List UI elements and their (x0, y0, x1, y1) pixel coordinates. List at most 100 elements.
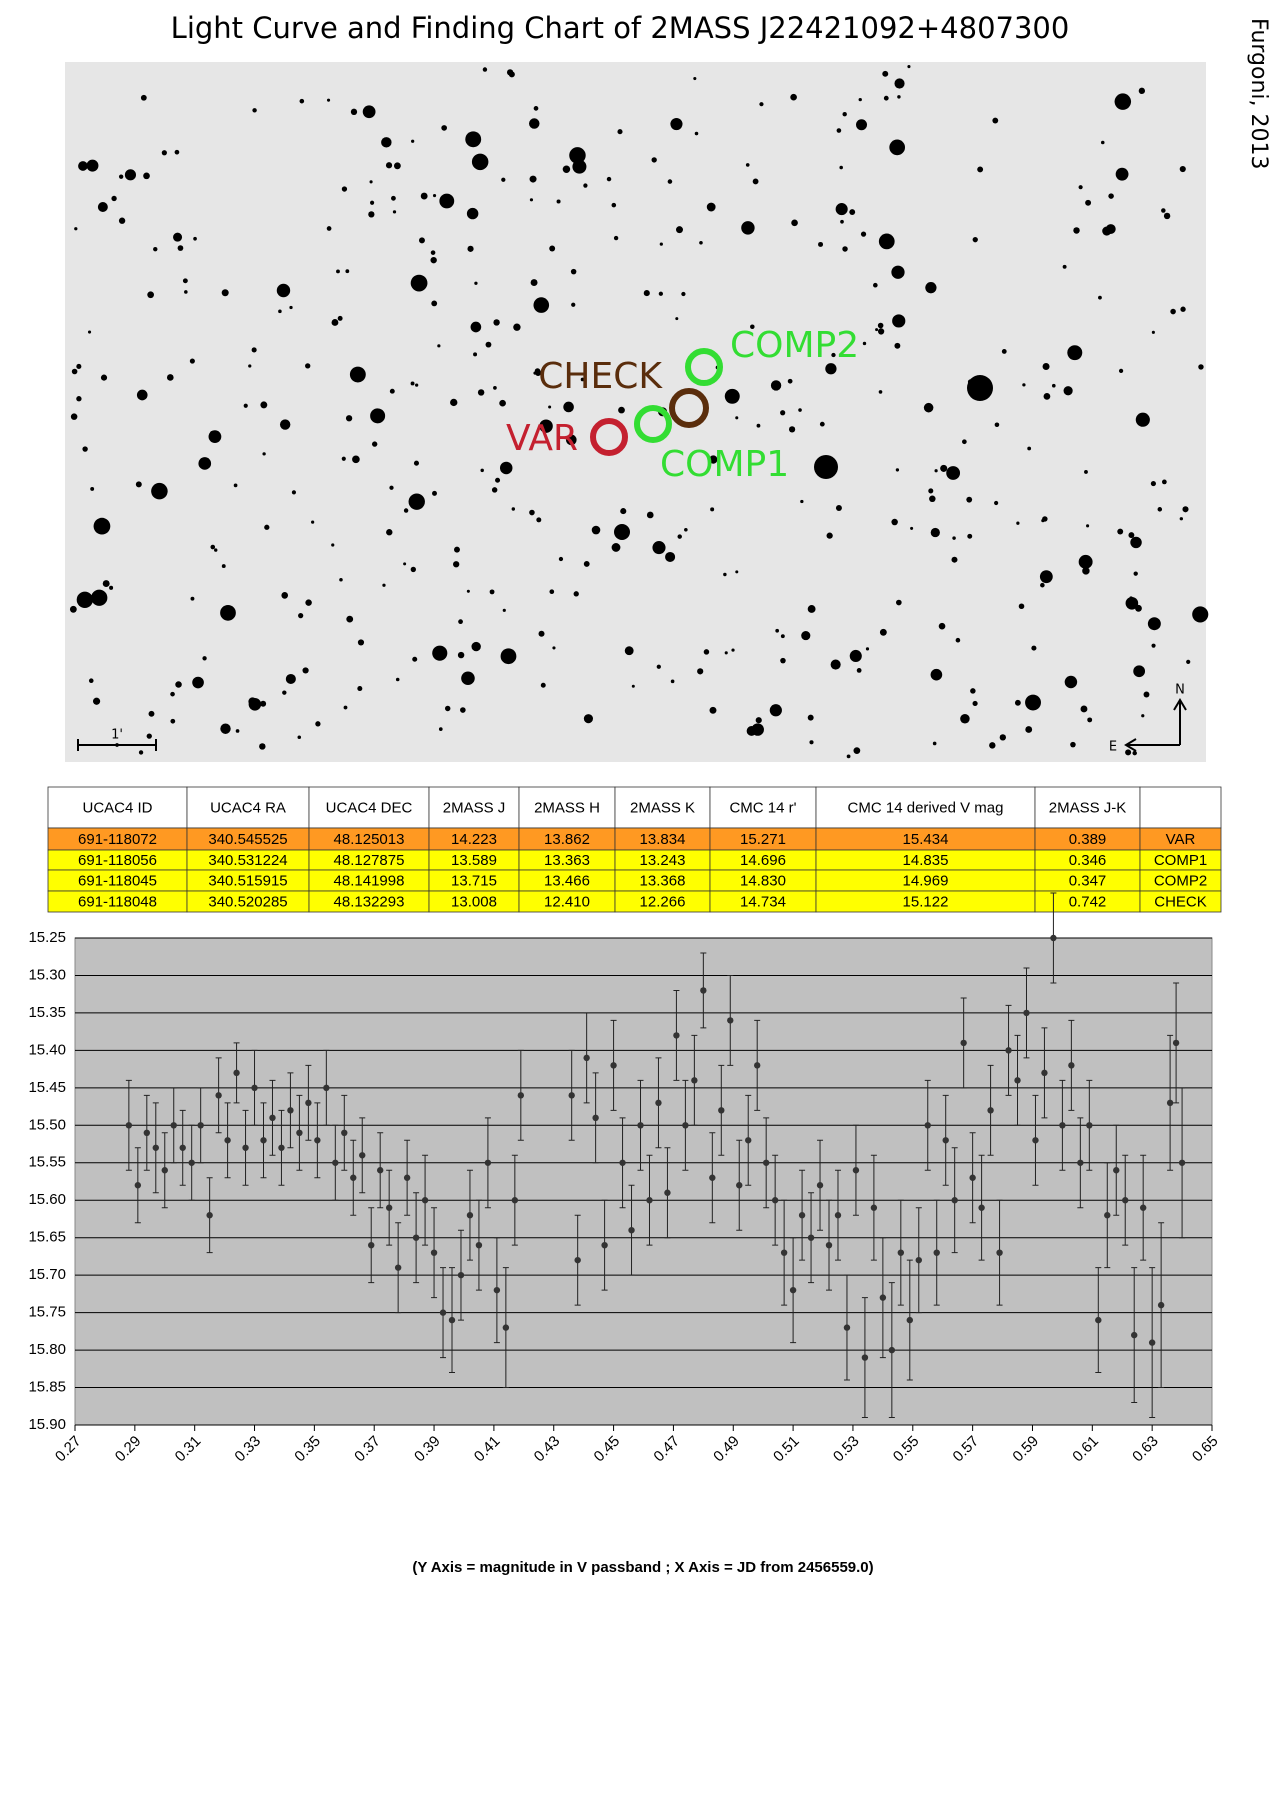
star (875, 328, 879, 332)
table-value: 48.141998 (334, 872, 405, 889)
y-tick-label: 15.50 (28, 1116, 66, 1133)
table-value: 15.271 (740, 831, 786, 848)
table-value: 13.363 (544, 852, 590, 869)
star (1125, 596, 1139, 610)
data-point (780, 1249, 788, 1256)
data-point (870, 1204, 878, 1211)
table-header: CMC 14 derived V mag (848, 799, 1004, 816)
data-point (1050, 934, 1057, 942)
star (562, 165, 571, 173)
star (298, 613, 304, 619)
table-value: 13.466 (544, 872, 590, 889)
star (252, 108, 257, 113)
star (994, 422, 1000, 428)
star (326, 226, 332, 231)
star (331, 319, 339, 326)
star (109, 585, 114, 590)
star (706, 202, 716, 212)
star (305, 363, 311, 369)
star (248, 364, 252, 368)
star (855, 119, 868, 131)
star (825, 363, 837, 375)
star (281, 592, 289, 599)
data-point (798, 1212, 806, 1219)
star (349, 366, 366, 383)
star (153, 246, 158, 252)
star (70, 413, 78, 420)
star (370, 408, 386, 424)
data-point (816, 1182, 824, 1189)
x-tick-label: 0.27 (52, 1433, 85, 1466)
star (432, 194, 437, 198)
star (69, 605, 77, 613)
star (1082, 567, 1090, 575)
star (883, 95, 889, 101)
star (977, 166, 984, 173)
star (1161, 208, 1166, 213)
star (1132, 750, 1137, 756)
star (536, 517, 542, 523)
star (1080, 705, 1088, 713)
star (548, 405, 552, 409)
data-point (242, 1144, 249, 1151)
data-point (601, 1241, 608, 1249)
x-tick-label: 0.47 (650, 1433, 683, 1466)
star (501, 177, 506, 182)
data-point (517, 1092, 525, 1099)
data-point (897, 1249, 905, 1256)
star (1025, 694, 1041, 711)
star (403, 508, 409, 513)
star (177, 245, 184, 251)
star (1129, 596, 1133, 600)
table-cell (308, 786, 430, 829)
star (403, 562, 407, 566)
star (1051, 383, 1056, 388)
data-point (646, 1197, 653, 1204)
star (665, 551, 676, 563)
table-value: 691-118056 (78, 852, 157, 869)
data-point (1077, 1159, 1084, 1166)
star (923, 402, 934, 413)
star (251, 347, 257, 353)
star (410, 381, 415, 386)
x-tick-label: 0.51 (770, 1433, 803, 1466)
table-value: 13.008 (451, 893, 497, 910)
star (952, 536, 956, 540)
star (138, 750, 144, 755)
star (853, 747, 861, 754)
star (491, 487, 498, 493)
star (846, 754, 851, 759)
star (382, 583, 386, 587)
data-table: UCAC4 ID UCAC4 RA UCAC4 DEC 2MASS J 2MASS H 2… (47, 786, 1222, 913)
star (392, 210, 397, 214)
star (1179, 165, 1186, 173)
star (646, 511, 654, 519)
star (538, 630, 545, 637)
star (508, 71, 515, 78)
star (302, 667, 309, 674)
star (549, 589, 555, 595)
data-point (332, 1159, 339, 1166)
data-point (888, 1346, 896, 1354)
star (929, 495, 936, 503)
table-value: 14.835 (903, 852, 949, 869)
star (798, 408, 802, 412)
star (1114, 93, 1132, 110)
star (385, 162, 393, 169)
star (346, 615, 354, 623)
x-tick-label: 0.49 (710, 1433, 743, 1466)
star (1192, 606, 1209, 623)
table-value: 15.122 (903, 893, 949, 910)
data-point (960, 1039, 967, 1047)
star (677, 534, 682, 539)
star (860, 231, 867, 237)
star (136, 389, 148, 401)
star (192, 676, 204, 689)
star (877, 328, 885, 335)
data-point (152, 1144, 159, 1151)
star (818, 241, 824, 247)
data-point (834, 1212, 842, 1219)
data-point (233, 1069, 240, 1077)
star (1001, 349, 1007, 354)
data-point (376, 1167, 384, 1174)
